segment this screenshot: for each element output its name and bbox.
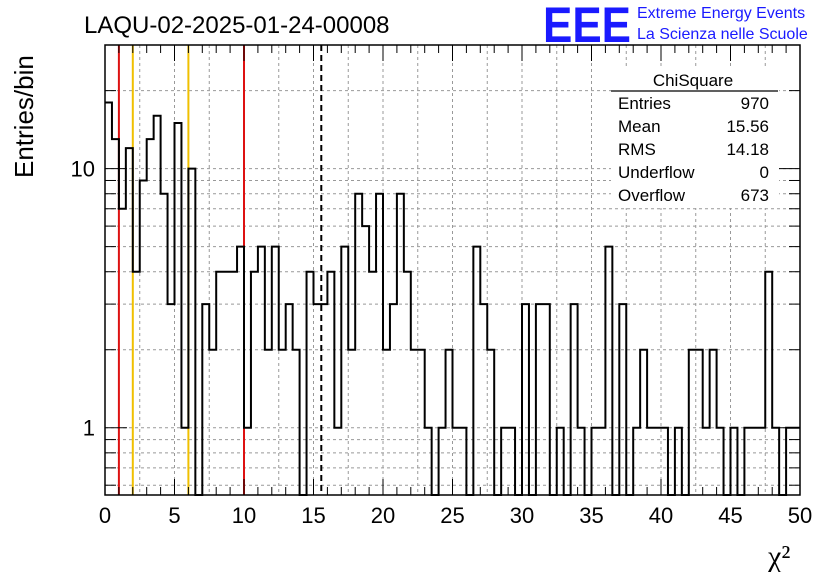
y-tick-label: 10 xyxy=(71,157,95,182)
grid-lines xyxy=(105,45,800,495)
logo-line-1: Extreme Energy Events xyxy=(637,5,805,22)
x-tick-label: 45 xyxy=(718,503,742,528)
x-tick-label: 20 xyxy=(371,503,395,528)
x-tick-label: 5 xyxy=(168,503,180,528)
x-tick-label: 40 xyxy=(649,503,673,528)
stats-title: ChiSquare xyxy=(653,71,733,90)
x-tick-label: 10 xyxy=(232,503,256,528)
stats-label-mean: Mean xyxy=(618,117,661,136)
stats-value-rms: 14.18 xyxy=(726,140,769,159)
x-tick-label: 35 xyxy=(579,503,603,528)
logo-line-2: La Scienza nelle Scuole xyxy=(637,26,808,43)
stats-label-underflow: Underflow xyxy=(618,163,695,182)
y-axis-label: Entries/bin xyxy=(9,55,39,178)
stats-box-background xyxy=(611,66,779,208)
stats-label-rms: RMS xyxy=(618,140,656,159)
x-tick-label: 15 xyxy=(301,503,325,528)
stats-label-overflow: Overflow xyxy=(618,186,686,205)
histogram-series xyxy=(105,101,800,496)
run-title: LAQU-02-2025-01-24-00008 xyxy=(84,12,390,39)
stats-label-entries: Entries xyxy=(618,94,671,113)
x-axis-label: χ² xyxy=(767,540,790,572)
stats-value-overflow: 673 xyxy=(741,186,769,205)
y-tick-label: 1 xyxy=(83,416,95,441)
x-tick-label: 50 xyxy=(788,503,812,528)
x-tick-label: 30 xyxy=(510,503,534,528)
x-tick-label: 0 xyxy=(99,503,111,528)
stats-value-mean: 15.56 xyxy=(726,117,769,136)
statistics-box: ChiSquare Entries 970 Mean 15.56 RMS 14.… xyxy=(611,66,779,208)
stats-value-entries: 970 xyxy=(741,94,769,113)
x-tick-label: 25 xyxy=(440,503,464,528)
stats-value-underflow: 0 xyxy=(760,163,769,182)
axis-ticks: 0 5 10 15 20 25 30 35 40 45 50 1 10 xyxy=(71,45,812,528)
eee-logo-letters: EEE xyxy=(543,0,631,53)
